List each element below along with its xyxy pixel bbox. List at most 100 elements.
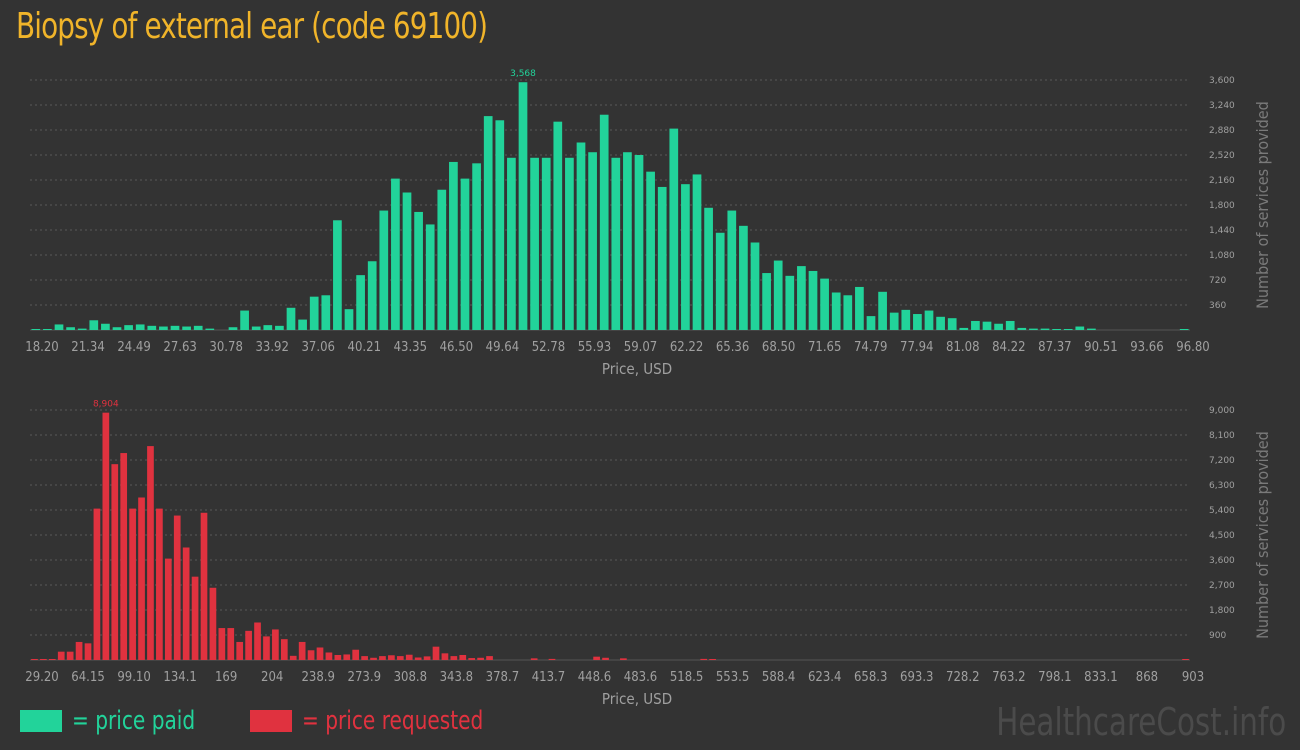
bar	[866, 316, 876, 330]
bar	[1029, 328, 1038, 330]
bar	[370, 657, 377, 660]
x-tick-label: 833.1	[1084, 670, 1117, 685]
legend-price-paid-swatch	[20, 710, 62, 732]
bar	[405, 654, 413, 660]
bar	[843, 295, 853, 330]
bar	[611, 157, 621, 330]
y-tick-label: 2,520	[1209, 151, 1235, 161]
bar	[227, 628, 235, 660]
bar	[93, 508, 101, 660]
bar	[681, 184, 690, 330]
x-tick-label: 798.1	[1038, 670, 1071, 685]
bar	[112, 327, 122, 330]
bar	[159, 326, 168, 330]
bar	[657, 186, 667, 330]
bar	[959, 327, 969, 330]
bar	[901, 309, 911, 330]
x-tick-label: 59.07	[624, 340, 657, 355]
bar	[553, 121, 563, 331]
y-tick-label: 2,160	[1209, 176, 1235, 186]
bar	[432, 646, 440, 660]
bar	[785, 275, 795, 330]
bar	[947, 318, 957, 330]
bar	[541, 157, 551, 330]
x-tick-label: 84.22	[992, 340, 1025, 355]
bar	[275, 325, 284, 330]
bar	[878, 291, 887, 330]
bar	[483, 116, 493, 330]
bar	[994, 323, 1003, 330]
bar	[75, 641, 83, 660]
bar	[209, 587, 217, 660]
x-tick-label: 903	[1182, 670, 1204, 685]
bar	[449, 161, 458, 330]
bar	[40, 659, 47, 660]
bar	[352, 649, 360, 660]
x-tick-label: 658.3	[854, 670, 887, 685]
bar	[272, 629, 279, 660]
bar	[530, 658, 538, 660]
x-tick-label: 52.78	[532, 340, 565, 355]
bar	[437, 189, 447, 330]
bar	[111, 464, 119, 660]
bar	[414, 657, 422, 660]
bar	[808, 270, 818, 330]
bar	[1017, 327, 1027, 330]
bar	[518, 82, 528, 330]
y-tick-label: 3,240	[1209, 101, 1235, 111]
x-tick-label: 24.49	[117, 340, 150, 355]
bar	[715, 232, 725, 330]
bar	[1005, 320, 1015, 330]
bar	[459, 655, 467, 660]
x-tick-label: 37.06	[301, 340, 334, 355]
bar	[77, 328, 87, 330]
x-tick-label: 49.64	[486, 340, 519, 355]
bar	[599, 114, 609, 330]
bar	[423, 656, 431, 660]
bar	[66, 327, 75, 330]
x-tick-label: 308.8	[394, 670, 427, 685]
x-tick-label: 553.5	[716, 670, 749, 685]
bar	[124, 325, 133, 330]
bar	[1182, 659, 1189, 660]
bar	[773, 260, 783, 330]
bar	[289, 655, 297, 660]
x-tick-label: 87.37	[1038, 340, 1071, 355]
bar	[477, 657, 484, 660]
bar	[468, 658, 476, 660]
bar	[982, 321, 992, 330]
bar	[762, 273, 771, 330]
bar	[593, 656, 600, 660]
bar	[646, 171, 655, 330]
legend-price-paid-label: = price paid	[72, 706, 196, 736]
bar	[889, 312, 899, 330]
bar	[727, 210, 737, 330]
x-tick-label: 77.94	[900, 340, 933, 355]
bar	[101, 323, 110, 330]
bar	[307, 650, 315, 660]
bar	[669, 128, 679, 330]
bar	[205, 328, 215, 330]
bar	[343, 654, 351, 660]
bar	[700, 658, 708, 660]
bar	[1075, 326, 1085, 330]
bar	[486, 656, 493, 660]
bar	[254, 622, 261, 660]
x-tick-label: 64.15	[71, 670, 104, 685]
bar	[361, 656, 368, 660]
bar	[1040, 328, 1050, 330]
bar	[182, 326, 191, 330]
y-axis-title: Number of services provided	[1253, 101, 1272, 309]
bar	[333, 220, 342, 330]
bar	[356, 275, 365, 330]
bar	[414, 211, 423, 330]
bar	[1179, 329, 1189, 330]
x-tick-label: 728.2	[946, 670, 979, 685]
x-tick-label: 413.7	[532, 670, 565, 685]
bar	[245, 630, 252, 660]
y-tick-label: 5,400	[1209, 506, 1235, 516]
x-tick-label: 623.4	[808, 670, 841, 685]
bar	[402, 192, 412, 330]
bar	[164, 558, 172, 660]
